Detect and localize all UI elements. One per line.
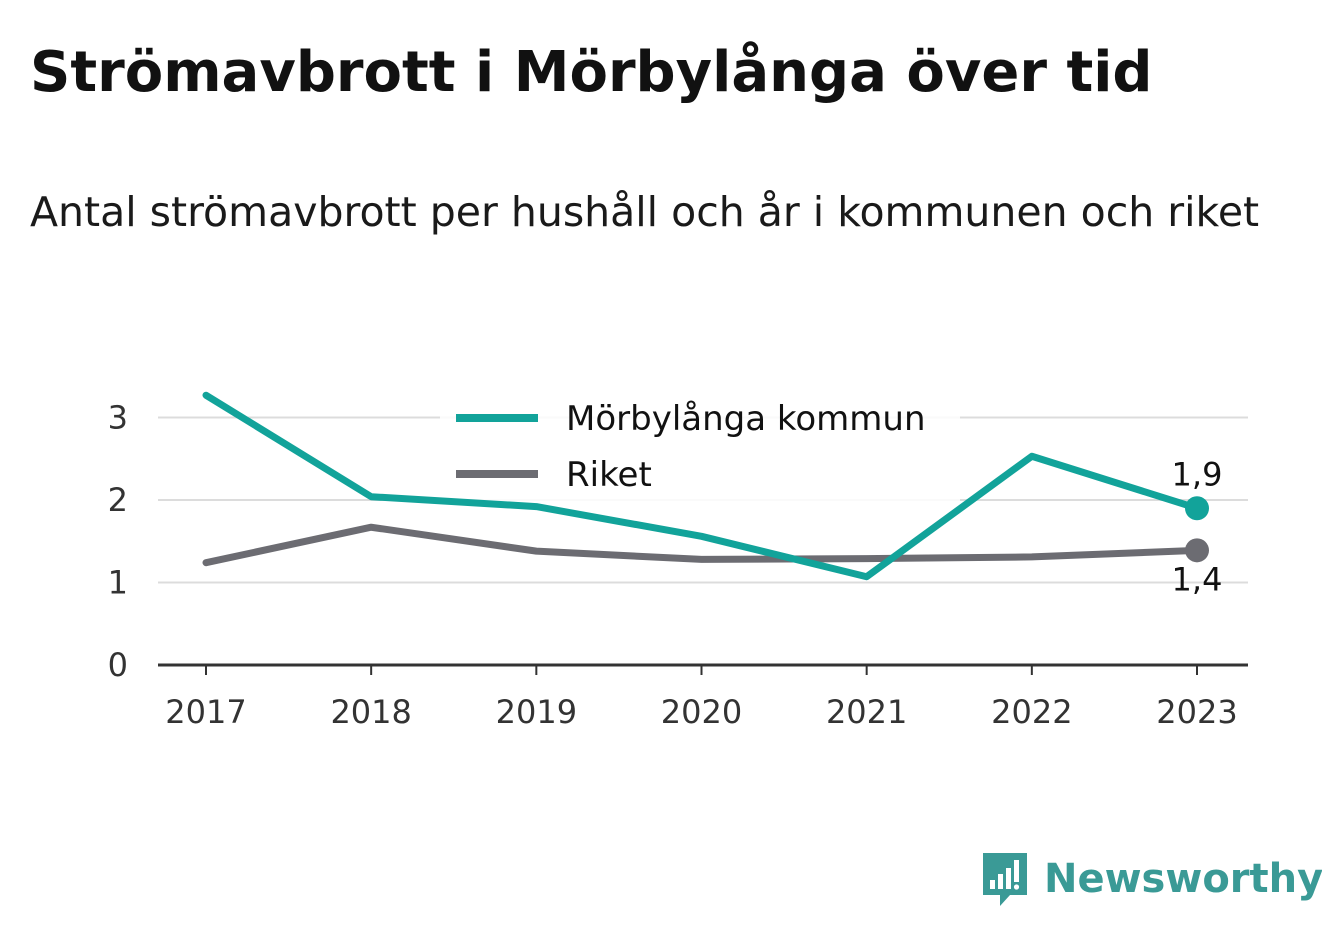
x-tick-label: 2020	[661, 693, 742, 731]
series-lines	[202, 391, 1209, 581]
brand-name: Newsworthy	[1044, 856, 1322, 902]
end-label-morbylanga: 1,9	[1172, 455, 1223, 493]
legend: Mörbylånga kommun Riket	[440, 382, 960, 510]
series-line-morbylanga	[202, 391, 1201, 581]
y-tick-label: 1	[108, 564, 128, 602]
chart-subtitle: Antal strömavbrott per hushåll och år i …	[30, 188, 1260, 236]
x-tick-label: 2022	[991, 693, 1072, 731]
x-tick-label: 2021	[826, 693, 907, 731]
chart-title: Strömavbrott i Mörbylånga över tid	[30, 40, 1153, 105]
legend-label-riket: Riket	[566, 455, 652, 495]
legend-label-morbylanga: Mörbylånga kommun	[566, 399, 926, 439]
x-axis-tick-labels: 2017 2018 2019 2020 2021 2022 2023	[165, 693, 1237, 731]
x-axis	[158, 663, 1248, 675]
legend-background	[440, 382, 960, 510]
line-chart: 0 1 2 3 2017 2018 2019 2020 2021 2022 2023 Mörbyl…	[107, 382, 1248, 731]
x-tick-label: 2017	[165, 693, 246, 731]
newsworthy-logo-icon	[983, 853, 1027, 906]
end-point-riket	[1185, 538, 1209, 563]
x-tick-label: 2023	[1156, 693, 1237, 731]
series-line-riket	[202, 523, 1201, 567]
end-labels: 1,9 1,4	[1172, 455, 1223, 598]
end-point-morbylanga	[1185, 496, 1209, 521]
x-tick-label: 2019	[496, 693, 577, 731]
end-label-riket: 1,4	[1172, 560, 1223, 598]
brand-logo: Newsworthy	[980, 848, 1322, 910]
y-tick-label: 3	[108, 399, 128, 437]
y-tick-label: 2	[108, 481, 128, 519]
y-tick-label: 0	[108, 646, 128, 684]
x-tick-label: 2018	[330, 693, 411, 731]
y-axis-tick-labels: 0 1 2 3	[108, 399, 128, 685]
